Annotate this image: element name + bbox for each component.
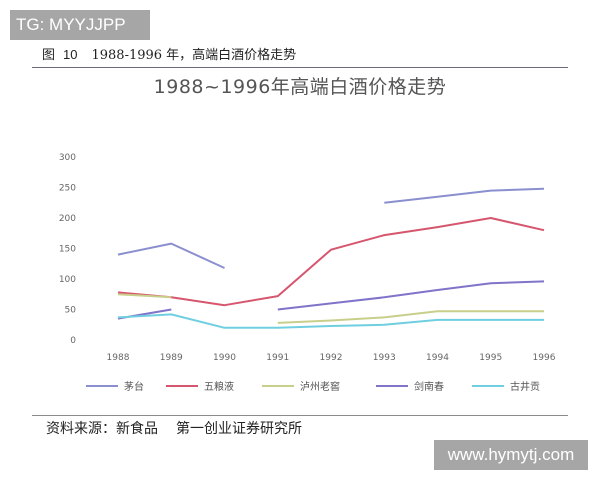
series-line <box>117 242 225 269</box>
x-tick-label: 1996 <box>533 353 556 363</box>
y-tick-label: 150 <box>59 245 76 255</box>
figure-number: 10 <box>63 47 78 62</box>
chart-legend: 茅台 五粮液 泸州老窖 剑南春 古井贡 <box>86 380 540 393</box>
watermark-bottom: www.hymytj.com <box>434 440 588 470</box>
series-line <box>117 293 172 299</box>
caption-divider <box>32 67 568 68</box>
series-line <box>117 217 545 307</box>
watermark-top: TG: MYYJJPP <box>10 10 150 40</box>
x-axis: 1988 1989 1990 1991 1992 1993 1994 1995 1996 <box>107 353 556 363</box>
x-tick-label: 1995 <box>479 353 502 363</box>
series-line <box>384 187 545 204</box>
x-tick-label: 1990 <box>213 353 236 363</box>
x-tick-label: 1988 <box>107 353 130 363</box>
figure-caption-text: 1988-1996 年，高端白酒价格走势 <box>91 48 297 63</box>
source-label: 资料来源：新食品 <box>46 421 158 437</box>
source-divider <box>32 415 568 416</box>
legend-label: 茅台 <box>124 380 144 393</box>
x-tick-label: 1994 <box>426 353 449 363</box>
series-line <box>277 280 545 311</box>
x-tick-label: 1992 <box>320 353 343 363</box>
legend-label: 五粮液 <box>204 380 234 393</box>
y-axis: 0 50 100 150 200 250 300 <box>59 153 76 346</box>
legend-label: 泸州老窖 <box>300 380 340 393</box>
x-tick-label: 1993 <box>373 353 396 363</box>
legend-label: 剑南春 <box>414 380 444 393</box>
x-tick-label: 1991 <box>266 353 289 363</box>
legend-label: 古井贡 <box>510 380 540 393</box>
series-line <box>277 310 544 324</box>
y-tick-label: 300 <box>59 153 76 163</box>
y-tick-label: 200 <box>59 214 76 224</box>
plot-lines <box>117 187 545 329</box>
source-org: 第一创业证券研究所 <box>176 421 302 437</box>
series-line <box>117 313 544 329</box>
figure-caption: 图 10 1988-1996 年，高端白酒价格走势 <box>42 44 296 63</box>
figure-prefix: 图 <box>42 48 56 63</box>
y-tick-label: 250 <box>59 184 76 194</box>
y-tick-label: 0 <box>70 336 76 346</box>
y-tick-label: 50 <box>65 306 77 316</box>
y-tick-label: 100 <box>59 275 76 285</box>
source-note: 资料来源：新食品 第一创业证券研究所 <box>46 418 302 438</box>
chart-title: 1988~1996年高端白酒价格走势 <box>153 76 447 98</box>
x-tick-label: 1989 <box>160 353 183 363</box>
